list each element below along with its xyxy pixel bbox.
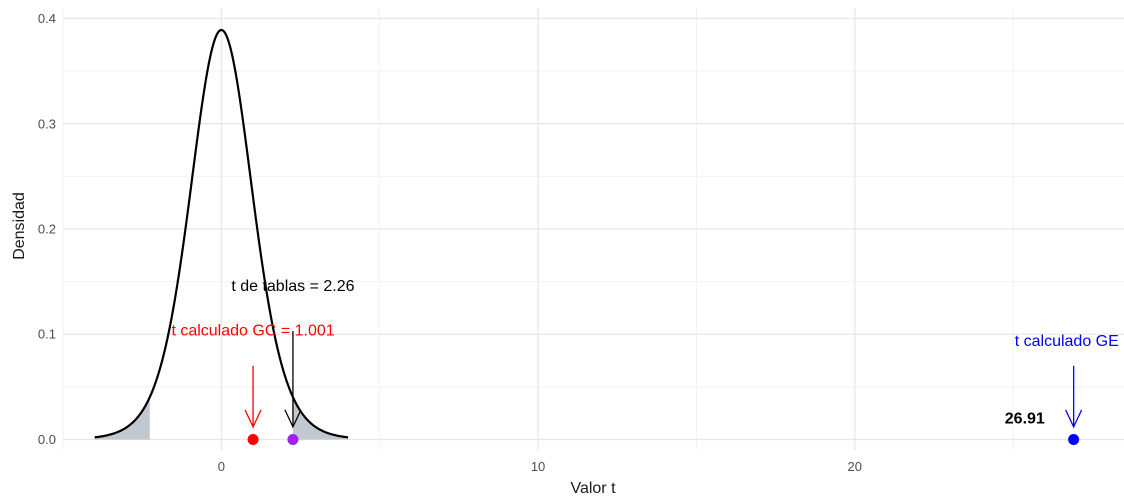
y-tick-label: 0.2 [38,222,56,237]
annotation-label: t calculado GC = 1.001 [171,322,334,339]
x-tick-label: 10 [531,459,545,474]
data-point [247,433,259,445]
rejection-regions [94,397,349,440]
rejection-region [292,397,349,440]
annotations: t de tablas = 2.26 t calculado GC = 1.001… [171,278,1124,428]
rejection-region [94,397,150,440]
x-tick-label: 0 [218,459,225,474]
y-tick-label: 0.0 [38,432,56,447]
y-axis-title: Densidad [11,192,28,260]
t-value-points [247,433,1080,445]
annotation-label: t calculado GE = [1015,333,1124,350]
x-axis-title: Valor t [570,480,616,497]
y-tick-label: 0.4 [38,11,56,26]
grid-lines [62,8,1124,450]
y-tick-label: 0.1 [38,327,56,342]
annotation-arrow [1065,365,1083,429]
data-point [287,433,299,445]
annotation-arrow [284,331,302,429]
x-tick-label: 20 [848,459,862,474]
annotation-arrow [244,365,262,429]
tick-labels: 0 10 20 0.0 0.1 0.2 0.3 0.4 [38,11,862,474]
annotation-arrows [244,331,1083,429]
density-curve [94,28,349,439]
data-point [1068,433,1080,445]
y-tick-label: 0.3 [38,116,56,131]
annotation-label: 26.91 [1005,411,1045,428]
annotation-label: t de tablas = 2.26 [231,278,354,295]
